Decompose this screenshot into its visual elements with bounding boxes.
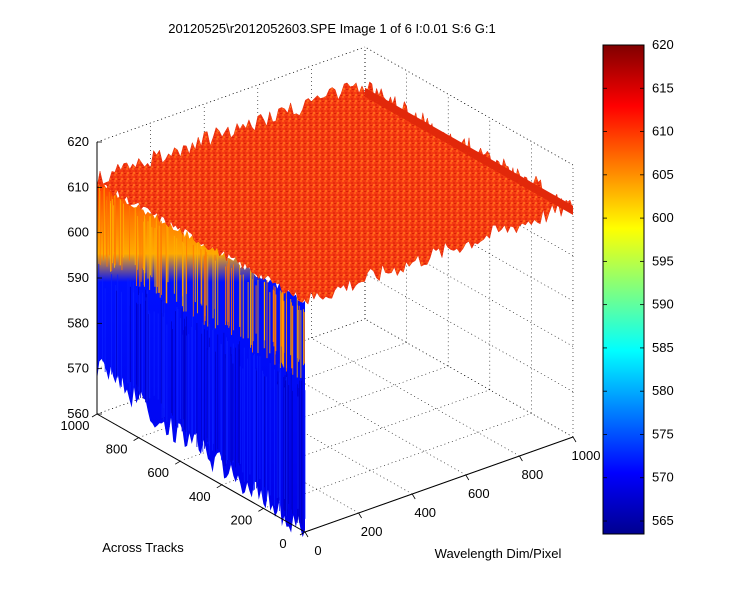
x-axis-line: [304, 436, 574, 533]
data-surface: [96, 81, 574, 538]
surface-right-face: [365, 87, 573, 215]
y-tick-mark: [258, 508, 264, 512]
x-tick-label: 400: [414, 505, 436, 520]
axes-ticks: 0200400600800100002004006008001000560570…: [61, 134, 601, 558]
y-tick-mark: [299, 531, 306, 536]
z-gridline: [96, 318, 366, 415]
x-gridline: [364, 318, 574, 438]
x-tick-label: 1000: [572, 448, 601, 463]
y-tick-label: 200: [231, 512, 253, 527]
z-gridline: [364, 318, 574, 438]
x-gridline: [311, 337, 520, 457]
colorbar-tick-label: 595: [652, 253, 674, 268]
y-tick-label: 1000: [61, 418, 90, 433]
y-tick-mark: [174, 460, 181, 465]
x-tick-mark: [465, 474, 470, 481]
colorbar-tick-label: 615: [652, 80, 674, 95]
y-gridline: [180, 365, 449, 462]
x-tick-label: 600: [468, 486, 490, 501]
z-gridline: [364, 273, 574, 392]
z-tick-label: 600: [67, 225, 89, 240]
x-tick-label: 0: [314, 543, 321, 558]
x-tick-mark: [411, 493, 416, 500]
z-tick-label: 620: [67, 134, 89, 149]
x-tick-mark: [572, 436, 577, 443]
y-tick-mark: [216, 484, 223, 489]
y-tick-label: 800: [106, 442, 128, 457]
x-tick-mark: [358, 512, 362, 519]
colorbar-tick-label: 570: [652, 470, 674, 485]
colorbar-tick-label: 575: [652, 426, 674, 441]
y-gridline: [263, 413, 532, 509]
surface-top: [96, 81, 574, 305]
x-tick-mark: [304, 531, 309, 538]
y-tick-label: 600: [147, 465, 169, 480]
chart-title: 20120525\r2012052603.SPE Image 1 of 6 I:…: [168, 21, 495, 36]
x-tick-label: 800: [522, 467, 544, 482]
z-gridline: [96, 46, 366, 143]
colorbar-tick-label: 600: [652, 210, 674, 225]
y-tick-label: 0: [279, 536, 286, 551]
colorbar-tick-label: 565: [652, 513, 674, 528]
y-gridline: [138, 342, 407, 438]
y-gridline: [221, 389, 490, 486]
colorbar-tick-label: 605: [652, 167, 674, 182]
colorbar-tick-label: 580: [652, 383, 674, 398]
y-tick-label: 400: [189, 489, 211, 504]
z-tick-label: 580: [67, 315, 89, 330]
y-axis-label: Across Tracks: [102, 540, 184, 555]
colorbar-gradient: [602, 44, 645, 535]
colorbar-tick-label: 610: [652, 124, 674, 139]
z-tick-label: 570: [67, 361, 89, 376]
colorbar-tick-label: 590: [652, 297, 674, 312]
colorbar: 565 570 575 580 585 590 595 600 605 610 615 620: [602, 37, 674, 535]
y-tick-mark: [133, 437, 139, 441]
z-tick-label: 590: [67, 270, 89, 285]
surface-front-face: [97, 182, 305, 538]
y-tick-mark: [91, 413, 98, 418]
z-tick-label: 560: [67, 406, 89, 421]
colorbar-tick-label: 585: [652, 340, 674, 355]
y-axis-line: [96, 413, 306, 533]
x-tick-label: 200: [361, 524, 383, 539]
x-axis-label: Wavelength Dim/Pixel: [435, 546, 562, 561]
x-tick-mark: [519, 455, 523, 462]
colorbar-tick-label: 620: [652, 37, 674, 52]
z-tick-label: 610: [67, 179, 89, 194]
